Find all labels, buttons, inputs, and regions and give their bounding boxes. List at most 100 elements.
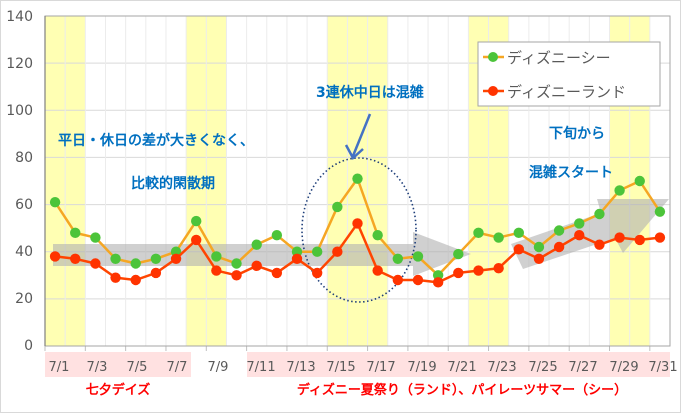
data-point-marker[interactable] xyxy=(432,277,444,288)
data-point-marker[interactable] xyxy=(49,197,61,208)
data-point-marker[interactable] xyxy=(271,267,283,279)
legend: ディズニーシー ディズニーランド xyxy=(477,41,661,107)
annotation-crowd-start: 混雑スタート xyxy=(529,164,613,181)
data-point-marker[interactable] xyxy=(211,265,222,276)
data-point-marker[interactable] xyxy=(170,253,182,264)
data-point-marker[interactable] xyxy=(352,173,363,184)
x-axis-labels: 7/1 7/3 7/5 7/7 7/9 7/11 7/13 7/15 7/17 … xyxy=(49,360,678,375)
data-point-marker[interactable] xyxy=(594,208,605,220)
data-point-marker[interactable] xyxy=(251,260,262,272)
y-tick-40: 40 xyxy=(15,244,33,260)
data-point-marker[interactable] xyxy=(553,241,565,253)
data-point-marker[interactable] xyxy=(392,253,404,264)
legend-marker-sea-icon xyxy=(488,52,498,62)
data-point-marker[interactable] xyxy=(251,239,262,250)
y-tick-0: 0 xyxy=(24,338,33,354)
x-tick: 7/31 xyxy=(648,360,677,375)
data-point-marker[interactable] xyxy=(150,253,162,264)
x-tick: 7/15 xyxy=(326,360,355,375)
legend-item-sea[interactable]: ディズニーシー xyxy=(483,49,611,67)
legend-item-land[interactable]: ディズニーランド xyxy=(483,83,626,101)
data-point-marker[interactable] xyxy=(150,267,162,279)
x-tick: 7/3 xyxy=(87,360,108,375)
legend-label-land: ディズニーランド xyxy=(507,83,626,101)
data-point-marker[interactable] xyxy=(614,232,625,243)
x-tick: 7/11 xyxy=(246,360,275,375)
x-tick: 7/29 xyxy=(609,360,638,375)
data-point-marker[interactable] xyxy=(654,206,666,217)
annotation-arrow-icon xyxy=(344,113,372,160)
annotation-late-month: 下旬から xyxy=(549,125,605,142)
data-point-marker[interactable] xyxy=(90,232,101,243)
x-tick: 7/21 xyxy=(447,360,476,375)
series-disney-sea xyxy=(49,173,666,281)
data-point-marker[interactable] xyxy=(332,246,343,257)
event-label-tanabata: 七夕デイズ xyxy=(86,382,151,398)
peak-highlight-ellipse xyxy=(301,157,417,303)
data-point-marker[interactable] xyxy=(90,258,101,269)
legend-marker-land-icon xyxy=(488,86,498,96)
data-point-marker[interactable] xyxy=(493,263,504,274)
x-tick: 7/1 xyxy=(49,360,70,375)
data-point-marker[interactable] xyxy=(453,248,464,260)
annotation-three-day-weekend: 3連休中日は混雑 xyxy=(316,84,424,101)
data-point-marker[interactable] xyxy=(533,241,545,253)
data-point-marker[interactable] xyxy=(130,274,141,286)
data-point-marker[interactable] xyxy=(311,246,323,257)
data-point-marker[interactable] xyxy=(634,175,645,187)
data-point-marker[interactable] xyxy=(49,251,61,262)
legend-label-sea: ディズニーシー xyxy=(507,49,611,67)
data-point-marker[interactable] xyxy=(271,230,283,241)
data-point-marker[interactable] xyxy=(110,272,121,283)
y-tick-140: 140 xyxy=(6,9,33,25)
annotation-weekday-weekend: 平日・休日の差が大きくなく、 xyxy=(58,132,254,149)
data-point-marker[interactable] xyxy=(614,185,625,196)
data-point-marker[interactable] xyxy=(70,227,81,239)
data-point-marker[interactable] xyxy=(493,232,504,243)
data-point-marker[interactable] xyxy=(574,230,585,241)
data-point-marker[interactable] xyxy=(372,265,383,276)
data-point-marker[interactable] xyxy=(412,251,424,262)
x-tick: 7/13 xyxy=(286,360,315,375)
y-tick-80: 80 xyxy=(15,150,33,166)
x-tick: 7/17 xyxy=(366,360,395,375)
data-point-marker[interactable] xyxy=(654,232,666,243)
x-tick: 7/23 xyxy=(487,360,516,375)
data-point-marker[interactable] xyxy=(291,253,303,264)
data-point-marker[interactable] xyxy=(392,274,404,286)
data-point-marker[interactable] xyxy=(594,239,605,250)
data-point-marker[interactable] xyxy=(634,234,645,246)
data-point-marker[interactable] xyxy=(130,258,141,269)
data-point-marker[interactable] xyxy=(453,267,464,279)
event-band-summer xyxy=(247,352,670,377)
data-point-marker[interactable] xyxy=(311,267,323,279)
data-point-marker[interactable] xyxy=(553,225,565,236)
data-point-marker[interactable] xyxy=(352,218,363,229)
event-band-tanabata xyxy=(45,352,191,377)
data-point-marker[interactable] xyxy=(372,230,383,241)
data-point-marker[interactable] xyxy=(513,227,524,239)
data-point-marker[interactable] xyxy=(231,258,242,269)
data-point-marker[interactable] xyxy=(473,265,484,276)
data-point-marker[interactable] xyxy=(412,274,424,286)
trend-arrow-flat xyxy=(53,232,471,276)
x-tick: 7/27 xyxy=(568,360,597,375)
y-tick-20: 20 xyxy=(15,291,33,307)
series-disney-land xyxy=(49,218,666,288)
data-point-marker[interactable] xyxy=(191,215,202,227)
data-point-marker[interactable] xyxy=(211,251,222,262)
x-tick: 7/25 xyxy=(528,360,557,375)
data-point-marker[interactable] xyxy=(110,253,121,264)
data-point-marker[interactable] xyxy=(574,218,585,229)
data-point-marker[interactable] xyxy=(70,253,81,264)
data-point-marker[interactable] xyxy=(533,253,545,264)
data-point-marker[interactable] xyxy=(513,244,524,255)
data-point-marker[interactable] xyxy=(191,234,202,246)
x-tick: 7/7 xyxy=(167,360,188,375)
data-point-marker[interactable] xyxy=(473,227,484,239)
y-tick-100: 100 xyxy=(6,103,33,119)
data-point-marker[interactable] xyxy=(332,201,343,213)
data-point-marker[interactable] xyxy=(231,270,242,281)
event-label-summer: ディズニー夏祭り（ランド）、パイレーツサマー（シー） xyxy=(297,382,627,398)
